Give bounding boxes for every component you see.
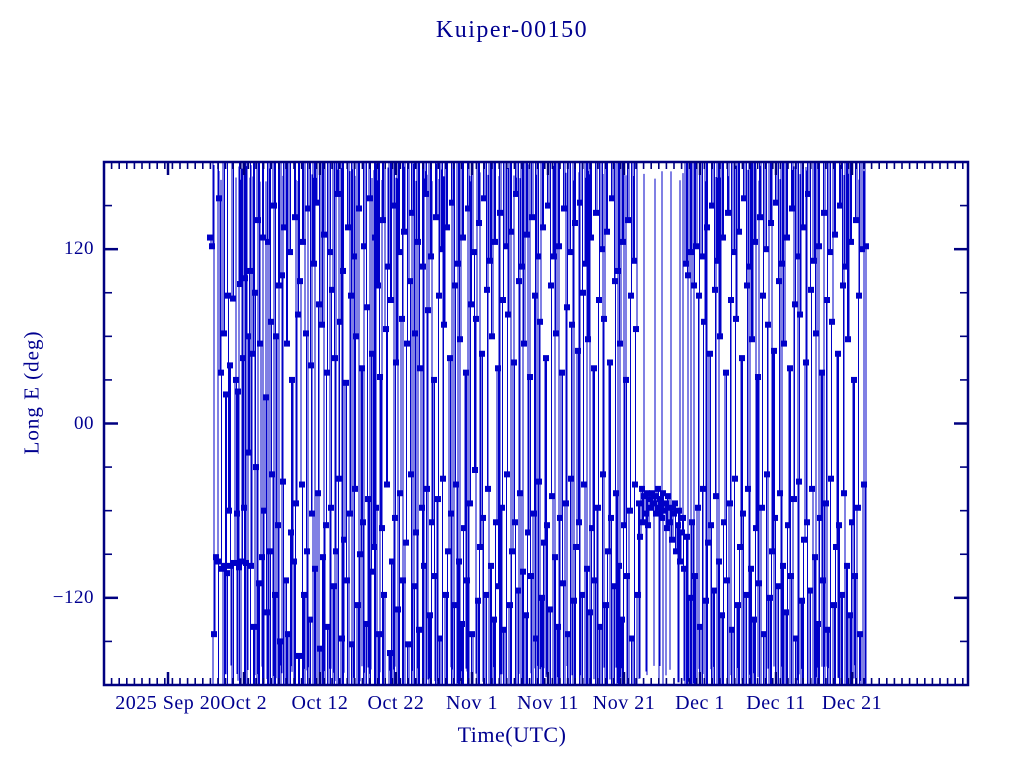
x-tick-label: Nov 1 bbox=[446, 692, 498, 714]
y-tick-label: −120 bbox=[52, 586, 94, 608]
x-tick-label: Nov 21 bbox=[592, 692, 656, 714]
x-tick-label: 2025 Sep 20 bbox=[115, 692, 221, 714]
x-tick-label: Dec 1 bbox=[675, 692, 725, 714]
page-title: Kuiper-00150 bbox=[435, 17, 589, 43]
x-tick-label: Dec 21 bbox=[821, 692, 883, 714]
x-axis-label: Time(UTC) bbox=[457, 722, 567, 747]
data-markers bbox=[207, 190, 869, 659]
y-tick-label: 00 bbox=[74, 412, 94, 434]
y-axis-tick-labels: −120 00 120 bbox=[28, 0, 94, 768]
wrap-segments bbox=[213, 162, 867, 685]
x-tick-label: Dec 11 bbox=[746, 692, 806, 714]
x-tick-label: Oct 2 bbox=[220, 692, 268, 714]
x-tick-label: Oct 12 bbox=[291, 692, 349, 714]
x-tick-label: Oct 22 bbox=[367, 692, 425, 714]
y-tick-label: 120 bbox=[64, 238, 94, 260]
x-tick-label: Nov 11 bbox=[517, 692, 579, 714]
